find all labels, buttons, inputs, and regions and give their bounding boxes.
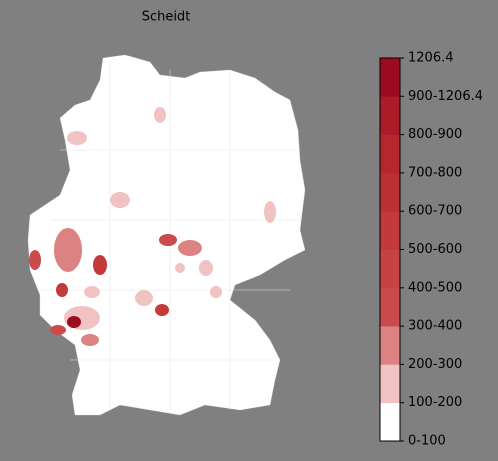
- colorbar-band: [380, 326, 400, 365]
- region-patch: [93, 255, 107, 275]
- map: [27, 54, 306, 416]
- colorbar-band: [380, 364, 400, 403]
- colorbar: 0-100 100-200 200-300 300-400 400-500 500-600…: [379, 51, 483, 449]
- region-patch: [264, 201, 276, 223]
- colorbar-band: [380, 287, 400, 327]
- region-patch: [175, 263, 185, 273]
- colorbar-band: [380, 172, 400, 212]
- region-patch: [159, 234, 177, 246]
- region-patch: [178, 240, 202, 256]
- colorbar-band: [380, 249, 400, 289]
- region-patch: [110, 192, 130, 208]
- region-patch: [135, 290, 153, 306]
- colorbar-band: [380, 134, 400, 174]
- region-patch: [67, 316, 81, 328]
- region-patch: [50, 325, 66, 335]
- region-patch: [29, 250, 41, 270]
- colorbar-band: [380, 58, 400, 97]
- region-patch: [54, 228, 82, 272]
- region-patch: [210, 286, 222, 298]
- colorbar-band: [380, 96, 400, 135]
- colorbar-label: 600-700: [408, 204, 462, 219]
- region-patch: [84, 286, 100, 298]
- colorbar-label: 500-600: [408, 242, 462, 257]
- region-patch: [199, 260, 213, 276]
- colorbar-label: 900-1206.4: [408, 89, 483, 104]
- region-patch: [67, 131, 87, 145]
- region-borders: [40, 60, 300, 410]
- colorbar-label: 200-300: [408, 357, 462, 372]
- colorbar-label: 300-400: [408, 319, 462, 334]
- map-title: Scheidt: [142, 10, 191, 25]
- colorbar-label: 100-200: [408, 395, 462, 410]
- colorbar-label: 0-100: [408, 434, 446, 449]
- region-patch: [81, 334, 99, 346]
- colorbar-band: [380, 402, 400, 442]
- region-patch: [154, 107, 166, 123]
- region-patch: [155, 304, 169, 316]
- colorbar-label: 800-900: [408, 127, 462, 142]
- colorbar-label: 700-800: [408, 165, 462, 180]
- colorbar-label: 400-500: [408, 280, 462, 295]
- region-patch: [56, 283, 68, 297]
- colorbar-label: 1206.4: [408, 51, 454, 66]
- colorbar-band: [380, 211, 400, 250]
